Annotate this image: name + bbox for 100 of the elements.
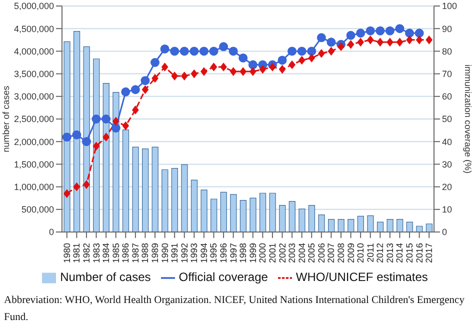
point [366,26,375,36]
x-tick-label: 2016 [414,243,424,264]
x-tick-label: 1995 [208,243,219,264]
bar [64,41,70,232]
point [92,114,101,124]
point [356,28,366,38]
x-tick-label: 1993 [189,243,200,264]
point [73,182,80,191]
y-tick-label: 4,500,000 [14,24,54,34]
x-tick-label: 1984 [101,243,112,264]
point [238,53,248,62]
bar [73,31,80,232]
point [338,42,344,51]
bar [279,205,286,232]
point [199,46,208,56]
bar [220,192,227,232]
bar [250,198,256,232]
point [328,47,335,56]
point [142,86,149,94]
bar [83,46,90,232]
x-tick-label: 1997 [228,243,238,264]
x-tick-label: 1980 [62,243,72,264]
x-tick-label: 1986 [120,243,131,264]
point [405,28,414,38]
y2-tick-label: 90 [442,24,452,34]
point [180,46,189,56]
point [228,46,238,56]
point [426,36,432,44]
point [111,124,120,133]
point [121,87,130,96]
legend-label: Official coverage [178,270,268,284]
y2-axis-title: immunization coverage (%) [462,64,473,174]
bar [181,164,188,232]
point [416,36,423,44]
x-tick-label: 1982 [81,243,92,264]
point [269,62,276,72]
y-tick-label: 500,000 [21,204,54,215]
x-tick-label: 2013 [384,243,395,264]
y-tick-label: 3,500,000 [14,68,54,79]
point [346,30,356,40]
y2-tick-label: 0 [442,227,448,238]
point [347,40,354,49]
x-tick-label: 1994 [198,243,209,264]
y2-tick-label: 100 [442,1,458,12]
point [152,74,158,82]
x-tick-label: 1989 [150,243,160,264]
point [367,36,374,44]
point [406,36,413,44]
bar [318,214,325,232]
legend-label: Number of cases [60,270,151,284]
bar [386,219,394,232]
text: Abbreviation: WHO, World Health Organization. NICEF, United Nations International Children's Emergency Fund. [4,294,466,325]
bar [308,205,316,232]
point [219,42,228,52]
point [140,76,150,86]
point [220,62,227,72]
x-tick-label: 1992 [179,243,190,264]
bar [259,192,266,232]
bar [142,148,149,232]
bar [396,219,404,232]
point [248,60,258,70]
point [326,38,336,47]
point [395,24,404,34]
point [396,38,404,46]
bar [102,82,110,232]
y-tick-label: 1,000,000 [14,182,54,192]
point [307,46,316,56]
x-tick-label: 2008 [336,243,346,264]
point [385,26,394,36]
x-tick-label: 2004 [296,243,307,264]
point [170,46,180,56]
y2-tick-label: 30 [442,159,452,170]
point [190,46,199,56]
x-tick-label: 1991 [170,243,180,264]
y2-tick-label: 50 [442,114,452,124]
bar [210,198,218,232]
x-tick-label: 2010 [356,243,366,264]
point [278,65,286,74]
point [298,56,306,64]
y2-tick-label: 80 [442,46,452,56]
point [414,28,424,38]
point [130,85,140,94]
y-tick-label: 4,000,000 [14,46,54,56]
point [288,60,296,69]
point [357,38,364,46]
y2-tick-label: 70 [442,68,452,79]
point [297,46,306,56]
point [102,114,111,124]
bar [406,222,413,232]
point [308,54,315,62]
bar [162,169,168,232]
legend-label: WHO/UNICEF estimates [296,270,428,284]
bar [367,215,374,232]
point [83,180,90,189]
point [376,26,385,36]
bar [152,146,158,232]
bar [376,222,384,232]
x-tick-label: 1983 [91,243,102,264]
y2-tick-label: 20 [442,182,452,192]
bar [338,219,344,232]
